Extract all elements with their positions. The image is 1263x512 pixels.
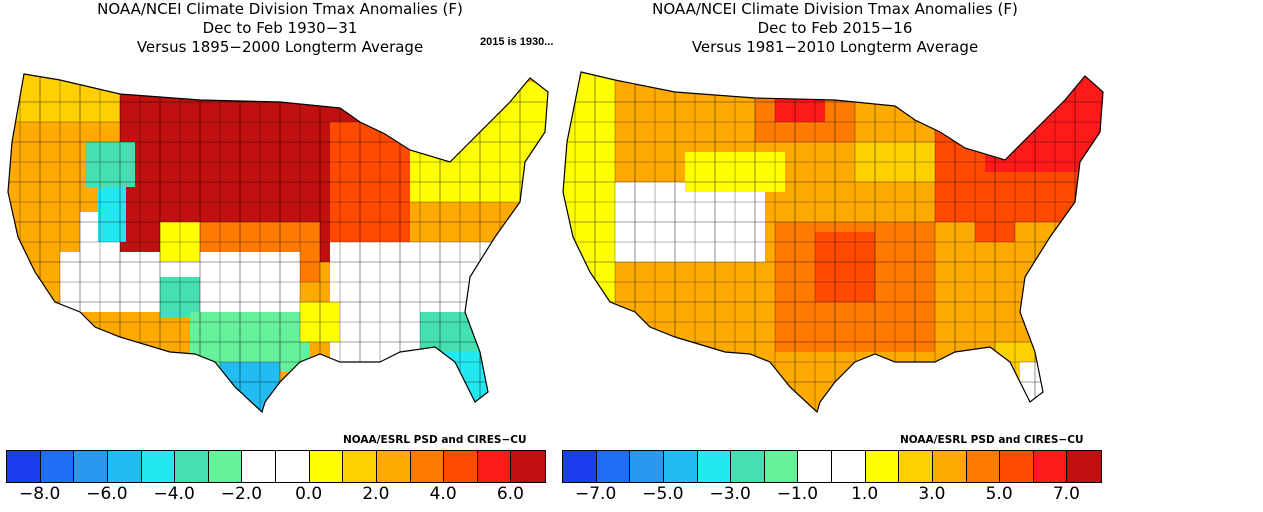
colorbar-tick-label: −3.0 — [709, 484, 751, 504]
colorbar-tick-label: 7.0 — [1052, 484, 1080, 504]
title-line-3: Versus 1895−2000 Longterm Average — [136, 38, 424, 56]
colorbar-swatch — [697, 451, 732, 482]
colorbar-tick-label: −7.0 — [574, 484, 617, 504]
colorbar-swatch — [764, 451, 799, 482]
colorbar-swatch — [511, 451, 545, 482]
colorbar-swatch — [276, 451, 310, 482]
colorbar-swatch — [966, 451, 1001, 482]
title-line-3: Versus 1981−2010 Longterm Average — [691, 38, 979, 56]
credit-text: NOAA/ESRL PSD and CIRES−CU — [343, 434, 527, 446]
credit-text: NOAA/ESRL PSD and CIRES−CU — [900, 434, 1084, 446]
colorbar-tick-label: 1.0 — [851, 484, 879, 504]
colorbar-swatch — [630, 451, 664, 482]
colorbar-swatch — [1033, 451, 1068, 482]
colorbar-tick-label: 5.0 — [985, 484, 1013, 504]
colorbar-tick-label: −2.0 — [220, 484, 263, 504]
colorbar-swatch — [40, 451, 75, 482]
colorbar-ticks: −8.0 −6.0 −4.0 −2.0 0.0 2.0 4.0 6.0 — [6, 484, 544, 506]
colorbar-tick-label: 6.0 — [496, 484, 524, 504]
colorbar-swatch — [7, 451, 41, 482]
map-panel-1930: NOAA/NCEI Climate Division Tmax Anomalie… — [0, 0, 560, 512]
colorbar-swatch — [596, 451, 631, 482]
title-line-2: Dec to Feb 1930−31 — [202, 19, 358, 37]
colorbar-swatch — [731, 451, 765, 482]
colorbar — [562, 450, 1102, 483]
colorbar-swatch — [208, 451, 243, 482]
map-title: NOAA/NCEI Climate Division Tmax Anomalie… — [0, 0, 560, 57]
title-line-2: Dec to Feb 2015−16 — [757, 19, 913, 37]
colorbar-swatch — [798, 451, 832, 482]
colorbar-swatch — [376, 451, 411, 482]
colorbar-ticks: −7.0 −5.0 −3.0 −1.0 1.0 3.0 5.0 7.0 — [562, 484, 1100, 506]
colorbar-tick-label: 4.0 — [429, 484, 457, 504]
colorbar-swatch — [242, 451, 276, 482]
colorbar-swatch — [1067, 451, 1101, 482]
colorbar-swatch — [477, 451, 512, 482]
colorbar-swatch — [74, 451, 108, 482]
us-climate-division-map — [562, 71, 1104, 414]
colorbar-swatch — [1000, 451, 1034, 482]
colorbar-tick-label: 0.0 — [295, 484, 323, 504]
colorbar-tick-label: −8.0 — [18, 484, 61, 504]
annotation-text: 2015 is 1930... — [480, 36, 554, 48]
us-climate-division-map — [7, 73, 549, 414]
colorbar-tick-label: 3.0 — [918, 484, 946, 504]
colorbar-swatch — [175, 451, 209, 482]
colorbar-swatch — [832, 451, 866, 482]
colorbar-tick-label: −4.0 — [153, 484, 195, 504]
colorbar-swatch — [899, 451, 933, 482]
colorbar-swatch — [343, 451, 377, 482]
colorbar-swatch — [410, 451, 445, 482]
map-panel-2015: NOAA/NCEI Climate Division Tmax Anomalie… — [555, 0, 1115, 512]
colorbar-tick-label: −5.0 — [642, 484, 684, 504]
map-title: NOAA/NCEI Climate Division Tmax Anomalie… — [555, 0, 1115, 57]
title-line-1: NOAA/NCEI Climate Division Tmax Anomalie… — [652, 0, 1018, 18]
colorbar-swatch — [932, 451, 967, 482]
colorbar-swatch — [141, 451, 176, 482]
colorbar-tick-label: 2.0 — [362, 484, 390, 504]
colorbar — [6, 450, 546, 483]
colorbar-swatch — [309, 451, 344, 482]
colorbar-swatch — [865, 451, 900, 482]
colorbar-swatch — [107, 451, 142, 482]
colorbar-tick-label: −1.0 — [776, 484, 819, 504]
colorbar-swatch — [444, 451, 478, 482]
colorbar-swatch — [663, 451, 698, 482]
colorbar-swatch — [563, 451, 597, 482]
colorbar-tick-label: −6.0 — [86, 484, 128, 504]
title-line-1: NOAA/NCEI Climate Division Tmax Anomalie… — [97, 0, 463, 18]
